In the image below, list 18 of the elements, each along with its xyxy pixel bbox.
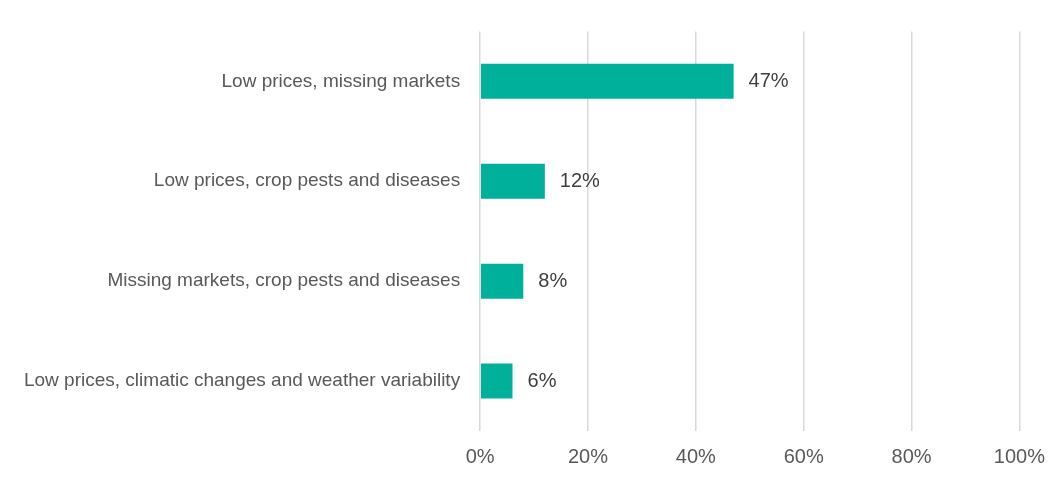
- x-tick-label: 100%: [993, 444, 1046, 467]
- bar: [480, 63, 734, 99]
- y-tick-label: Low prices, missing markets: [221, 69, 461, 91]
- x-tick-label: 80%: [891, 444, 932, 467]
- y-tick-label: Low prices, climatic changes and weather variability: [23, 369, 461, 391]
- x-tick-label: 0%: [465, 444, 495, 467]
- x-tick-label: 20%: [567, 444, 609, 467]
- bar: [480, 263, 524, 299]
- data-label: 47%: [748, 68, 789, 91]
- data-label: 12%: [559, 168, 601, 191]
- y-tick-label: Missing markets, crop pests and diseases: [107, 269, 461, 291]
- x-tick-label: 60%: [783, 444, 824, 467]
- bar: [480, 163, 545, 199]
- bar: [480, 363, 513, 399]
- data-label: 8%: [538, 268, 568, 291]
- x-tick-label: 40%: [675, 444, 717, 467]
- y-tick-label: Low prices, crop pests and diseases: [153, 169, 461, 191]
- data-label: 6%: [527, 368, 557, 391]
